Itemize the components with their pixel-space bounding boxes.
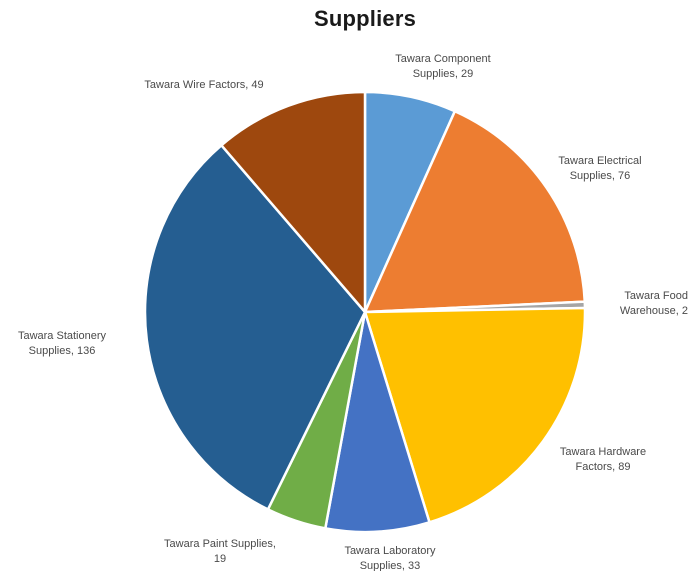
pie-slice-tawara-laboratory-supplies xyxy=(323,311,432,534)
pie-slices xyxy=(143,90,587,534)
data-label-tawara-stationery-supplies: Tawara Stationery Supplies, 136 xyxy=(18,330,107,357)
data-label-tawara-food-warehouse: Tawara Food Warehouse, 2 xyxy=(620,290,688,317)
data-label-tawara-component-supplies: Tawara Component Supplies, 29 xyxy=(395,53,490,80)
data-label-tawara-laboratory-supplies: Tawara Laboratory Supplies, 33 xyxy=(344,545,436,571)
pie-slice-tawara-wire-factors xyxy=(219,90,367,316)
data-label-tawara-wire-factors: Tawara Wire Factors, 49 xyxy=(144,79,263,91)
pie-slice-tawara-hardware-factors xyxy=(363,306,587,524)
chart-title: Suppliers xyxy=(313,6,417,31)
pie-slice-tawara-stationery-supplies xyxy=(143,143,367,512)
pie-slice-tawara-electrical-supplies xyxy=(363,109,587,314)
data-label-tawara-electrical-supplies: Tawara Electrical Supplies, 76 xyxy=(558,155,641,182)
data-label-tawara-hardware-factors: Tawara Hardware Factors, 89 xyxy=(560,446,646,473)
pie-data-labels: Tawara Component Supplies, 29 Tawara Elect… xyxy=(18,53,688,571)
data-label-tawara-paint-supplies: Tawara Paint Supplies, 19 xyxy=(164,538,276,565)
